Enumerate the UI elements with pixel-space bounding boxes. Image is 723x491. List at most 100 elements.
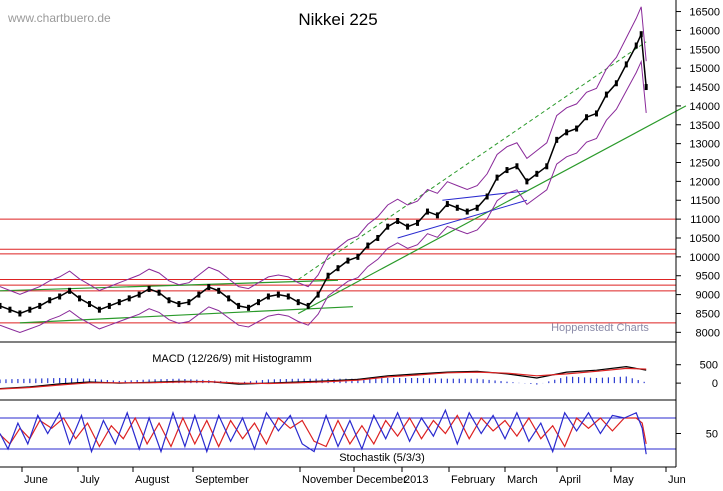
price-candle (515, 163, 519, 170)
channel-line-upper (442, 190, 527, 201)
price-axis-ticks: 8000 8500 9000 9500 10000 10500 11000 11500 1200… (676, 7, 720, 339)
price-series (0, 31, 648, 317)
chart-title: Nikkei 225 (298, 10, 377, 29)
price-candle (376, 234, 380, 241)
x-tick-label: 2013 (404, 474, 428, 486)
price-candle (217, 287, 221, 294)
price-tick-label: 11000 (690, 214, 720, 226)
price-candle (38, 302, 42, 309)
price-candle (386, 223, 390, 230)
upper-band (0, 6, 647, 295)
x-tick-label: Jun (668, 474, 686, 486)
price-tick-label: 9500 (696, 271, 720, 283)
price-tick-label: 8500 (696, 308, 720, 320)
price-candle (455, 204, 459, 211)
price-candle (247, 304, 251, 311)
price-candle (237, 302, 241, 309)
price-candle (366, 242, 370, 249)
x-tick-label: September (195, 474, 249, 486)
price-candle (525, 178, 529, 185)
price-candle (127, 295, 131, 302)
price-candle (58, 293, 62, 300)
price-tick-label: 16000 (689, 25, 720, 37)
price-tick-label: 10500 (689, 233, 720, 245)
price-tick-label: 10000 (689, 252, 720, 264)
price-tick-label: 14500 (689, 82, 720, 94)
trend-line-dashed (297, 41, 647, 280)
price-candle (475, 204, 479, 211)
x-tick-label: June (24, 474, 48, 486)
x-tick-label: November (302, 474, 353, 486)
price-tick-label: 14000 (689, 101, 720, 113)
stoch-signal-line (0, 414, 647, 448)
lower-band (0, 59, 647, 334)
price-candle (276, 291, 280, 298)
watermark: www.chartbuero.de (7, 11, 111, 25)
price-candle (177, 301, 181, 308)
price-candle (18, 310, 22, 317)
macd-tick-label: 0 (712, 378, 718, 390)
price-tick-label: 8000 (696, 327, 720, 339)
price-tick-label: 11500 (690, 195, 720, 207)
x-tick-label: May (613, 474, 634, 486)
price-candle (604, 91, 608, 98)
price-tick-label: 13000 (689, 139, 720, 151)
price-candle (545, 163, 549, 170)
price-candle (187, 299, 191, 306)
price-candle (326, 272, 330, 279)
price-candle (614, 80, 618, 87)
price-tick-label: 16500 (689, 7, 720, 19)
price-candle (396, 218, 400, 225)
provider-label: Hoppenstedt Charts (551, 322, 649, 334)
price-candle (535, 170, 539, 177)
macd-lines (0, 365, 647, 390)
price-candle (639, 31, 643, 38)
price-candle (68, 287, 72, 294)
x-tick-label: April (559, 474, 581, 486)
price-candle (644, 84, 648, 91)
bollinger-bands (0, 6, 647, 334)
price-candle (0, 302, 2, 309)
x-tick-label: December (356, 474, 407, 486)
price-tick-label: 12500 (689, 158, 720, 170)
price-candle (107, 302, 111, 309)
price-candle (425, 208, 429, 215)
channel-line-lower (397, 199, 528, 239)
price-candle (157, 289, 161, 296)
price-candle (495, 174, 499, 181)
price-candle (316, 291, 320, 298)
stoch-axis-ticks: 50 (676, 429, 718, 441)
price-candle (575, 125, 579, 132)
price-candle (227, 295, 231, 302)
macd-signal-line (0, 367, 647, 390)
price-candle (565, 129, 569, 136)
macd-line (0, 365, 647, 390)
price-candle (296, 299, 300, 306)
x-tick-label: March (507, 474, 538, 486)
stochastic-lines (0, 408, 647, 455)
price-tick-label: 13500 (689, 120, 720, 132)
price-candle (346, 257, 350, 264)
price-candle (465, 208, 469, 215)
price-candle (28, 306, 32, 313)
price-candle (117, 299, 121, 306)
price-candle (137, 291, 141, 298)
price-candle (356, 253, 360, 260)
price-candle (336, 265, 340, 272)
price-candle (624, 61, 628, 68)
macd-tick-label: 500 (700, 360, 718, 372)
price-candle (256, 299, 260, 306)
price-candle (197, 291, 201, 298)
price-candle (505, 167, 509, 174)
price-candle (406, 223, 410, 230)
price-candle (445, 201, 449, 208)
price-tick-label: 15000 (689, 63, 720, 75)
price-candle (78, 295, 82, 302)
price-candle (485, 193, 489, 200)
macd-axis-ticks: 0 500 (676, 360, 718, 390)
price-candle (87, 301, 91, 308)
price-tick-label: 15500 (689, 44, 720, 56)
price-candle (416, 219, 420, 226)
